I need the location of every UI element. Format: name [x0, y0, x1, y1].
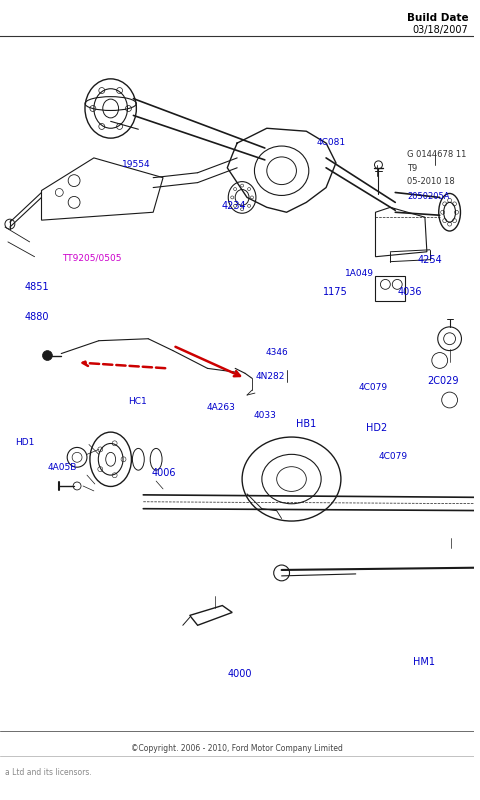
- Text: T9: T9: [407, 164, 417, 173]
- Text: 4A05B: 4A05B: [48, 463, 77, 473]
- Text: ©Copyright. 2006 - 2010, Ford Motor Company Limited: ©Copyright. 2006 - 2010, Ford Motor Comp…: [131, 744, 343, 753]
- Text: 4000: 4000: [228, 670, 252, 679]
- Circle shape: [43, 350, 52, 361]
- Text: 4033: 4033: [254, 411, 276, 420]
- Text: 4C079: 4C079: [379, 453, 408, 462]
- Text: Build Date: Build Date: [407, 13, 468, 22]
- Text: HD2: HD2: [366, 422, 387, 433]
- Text: 1A049: 1A049: [345, 269, 374, 278]
- Text: HC1: HC1: [128, 397, 147, 406]
- Text: 05-2010 18: 05-2010 18: [407, 178, 455, 186]
- Text: TT9205/0505: TT9205/0505: [61, 254, 121, 262]
- Text: 4036: 4036: [397, 286, 422, 297]
- Text: G 0144678 11: G 0144678 11: [407, 150, 467, 159]
- Text: HB1: HB1: [297, 418, 317, 429]
- Text: 1175: 1175: [323, 286, 347, 297]
- Text: HM1: HM1: [413, 658, 435, 667]
- Text: 4851: 4851: [24, 282, 49, 292]
- Text: 4C079: 4C079: [359, 383, 388, 392]
- Text: HD1: HD1: [15, 438, 35, 447]
- Text: 4006: 4006: [152, 468, 176, 478]
- Text: 2C029: 2C029: [427, 376, 458, 386]
- Text: 4C081: 4C081: [317, 138, 346, 146]
- Text: 4234: 4234: [222, 201, 247, 210]
- Text: a Ltd and its licensors.: a Ltd and its licensors.: [5, 767, 92, 777]
- Text: 4880: 4880: [24, 312, 49, 322]
- Text: 4N282: 4N282: [255, 372, 285, 381]
- Text: 2050205A: 2050205A: [407, 192, 449, 202]
- Text: 4346: 4346: [265, 348, 288, 357]
- Text: 19554: 19554: [122, 160, 151, 169]
- Text: 4A263: 4A263: [206, 403, 235, 413]
- Bar: [375, 277, 405, 301]
- Text: 4254: 4254: [418, 255, 442, 265]
- Text: 03/18/2007: 03/18/2007: [413, 25, 468, 34]
